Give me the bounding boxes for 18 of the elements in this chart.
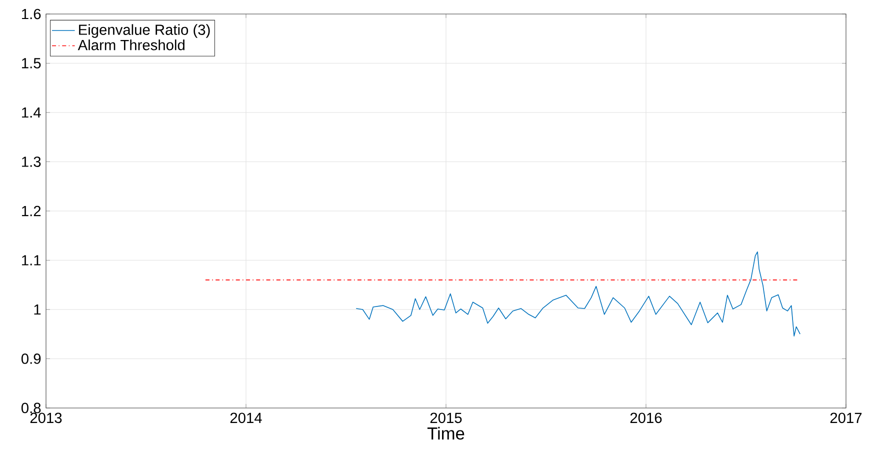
line-series <box>356 251 800 336</box>
x-tick-label: 2013 <box>30 412 62 424</box>
y-tick-label: 1.2 <box>22 206 41 216</box>
y-tick-label: 0.8 <box>21 402 41 414</box>
legend-label: Eigenvalue Ratio (3) <box>79 24 210 38</box>
x-tick-label: 2016 <box>630 412 662 424</box>
y-tick-label: 0.9 <box>21 354 41 364</box>
x-tick-label: 2017 <box>830 412 862 424</box>
x-axis-title: Time <box>427 426 464 440</box>
y-tick-label: 1.5 <box>22 58 41 68</box>
legend-label: Alarm Threshold <box>78 39 184 50</box>
x-tick-label: 2015 <box>430 412 462 424</box>
y-tick-label: 1.1 <box>22 255 41 266</box>
y-tick-label: 1.6 <box>22 8 41 20</box>
x-tick-label: 2014 <box>230 412 262 424</box>
y-tick-label: 1.4 <box>22 107 41 118</box>
y-tick-label: 1 <box>34 304 41 315</box>
y-tick-label: 1.3 <box>22 156 41 167</box>
